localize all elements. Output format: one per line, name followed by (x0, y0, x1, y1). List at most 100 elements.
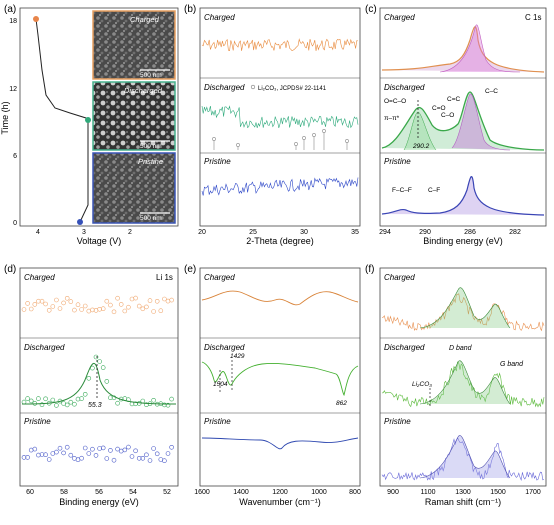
data-point (72, 307, 77, 313)
data-point (169, 444, 174, 450)
data-point (122, 447, 128, 453)
panel-d-xlabel: Binding energy (eV) (59, 497, 139, 507)
ann-c-eq-o: C=O (432, 105, 446, 112)
data-point (36, 396, 41, 401)
data-point (97, 306, 102, 312)
data-point (136, 455, 142, 461)
panel-e-xlabel: Wavenumber (cm⁻¹) (239, 497, 320, 507)
svg-text:Charged: Charged (384, 273, 415, 282)
ann-c-c: C–C (485, 88, 498, 95)
data-point (64, 444, 70, 450)
panel-a-ylabel: Time (h) (0, 101, 10, 134)
data-point (25, 455, 30, 460)
svg-text:1500: 1500 (490, 489, 506, 496)
data-point (136, 401, 142, 406)
data-point (61, 300, 66, 306)
data-point (126, 304, 131, 310)
svg-text:Pristine: Pristine (24, 417, 51, 426)
raman-charged-trace (381, 293, 545, 332)
inset-label-charged: Charged (130, 15, 160, 24)
data-point (147, 298, 153, 303)
data-point (115, 446, 120, 452)
c1s-discharged-fit (381, 91, 545, 151)
data-point (75, 396, 81, 402)
inset-label-pristine: Pristine (138, 157, 163, 166)
data-point (25, 301, 30, 306)
data-point (21, 455, 27, 460)
ann-c-f: C–F (428, 187, 440, 194)
data-point (82, 391, 88, 397)
ann-c-eq-c: C=C (447, 96, 460, 103)
panel-b: (b) Charged Discharged Li₂CO₃, JCPDS# 22… (184, 4, 361, 246)
ftir-charged-trace (201, 290, 359, 306)
data-point (21, 307, 27, 312)
data-point (64, 402, 70, 408)
ytick-6: 6 (13, 153, 17, 160)
data-point (57, 445, 63, 451)
data-point (43, 396, 48, 402)
svg-text:Charged: Charged (204, 273, 235, 282)
charged-marker (33, 16, 39, 22)
svg-text:1400: 1400 (233, 489, 249, 496)
data-point (133, 448, 138, 454)
data-point (43, 452, 48, 458)
data-point (154, 298, 160, 304)
svg-text:Pristine: Pristine (204, 417, 231, 426)
panel-f-xlabel: Raman shift (cm⁻¹) (425, 497, 501, 507)
data-point (126, 444, 131, 450)
ann-pi-pi: π–π* (384, 115, 400, 122)
data-point (169, 396, 174, 402)
data-point (104, 298, 110, 304)
panel-a-xlabel: Voltage (V) (77, 236, 122, 246)
li1s-title: Li 1s (156, 273, 173, 282)
svg-text:Discharged: Discharged (204, 343, 245, 352)
d-band-label: D band (449, 345, 473, 352)
raman-pristine-trace (381, 436, 545, 482)
data-point (151, 309, 156, 314)
data-point (162, 296, 167, 302)
ytick-12: 12 (9, 86, 17, 93)
data-point (36, 452, 41, 458)
data-point (144, 452, 149, 458)
c1s-charged-fit (381, 26, 545, 73)
li1s-pristine-points (21, 444, 174, 464)
reference-sticks (212, 129, 349, 150)
sem-inset-pristine: Pristine 500 nm (92, 152, 176, 224)
data-point (43, 301, 48, 307)
data-point (100, 445, 106, 451)
ann-f-c-f: F–C–F (392, 187, 412, 194)
sem-inset-discharged: Discharged 500 nm (92, 81, 176, 151)
svg-text:286: 286 (464, 229, 476, 236)
svg-text:Charged: Charged (24, 273, 55, 282)
g-band-label: G band (500, 361, 524, 368)
peak-55-3: 55.3 (88, 402, 102, 409)
data-point (39, 402, 45, 408)
panel-d-tag: (d) (4, 264, 16, 275)
data-point (54, 297, 59, 303)
peak-1504: 1504 (213, 381, 228, 388)
panel-e: (e) Charged Discharged Pristine 1504 142… (184, 264, 361, 507)
data-point (97, 359, 102, 364)
ftir-discharged-trace (201, 361, 359, 397)
row-label-charged: Charged (204, 13, 235, 22)
svg-text:290: 290 (419, 229, 431, 236)
svg-text:900: 900 (387, 489, 399, 496)
svg-text:1300: 1300 (455, 489, 471, 496)
discharged-marker (85, 117, 91, 123)
data-point (151, 397, 156, 403)
data-point (147, 458, 153, 463)
pristine-marker (77, 219, 83, 225)
ann-c-o: C–O (441, 112, 454, 119)
data-point (86, 375, 92, 381)
data-point (90, 307, 95, 313)
panel-c-xlabel: Binding energy (eV) (423, 236, 503, 246)
panel-a-frame (19, 7, 179, 227)
data-point (115, 400, 120, 406)
panel-c: (c) Charged C 1s Discharged Pristine O=C… (365, 4, 547, 246)
c-row-label-pristine: Pristine (384, 157, 411, 166)
ytick-0: 0 (13, 220, 17, 227)
data-point (162, 458, 167, 464)
panel-c-tag: (c) (365, 4, 377, 15)
ftir-pristine-trace (201, 437, 359, 450)
c-row-label-charged: Charged (384, 13, 415, 22)
